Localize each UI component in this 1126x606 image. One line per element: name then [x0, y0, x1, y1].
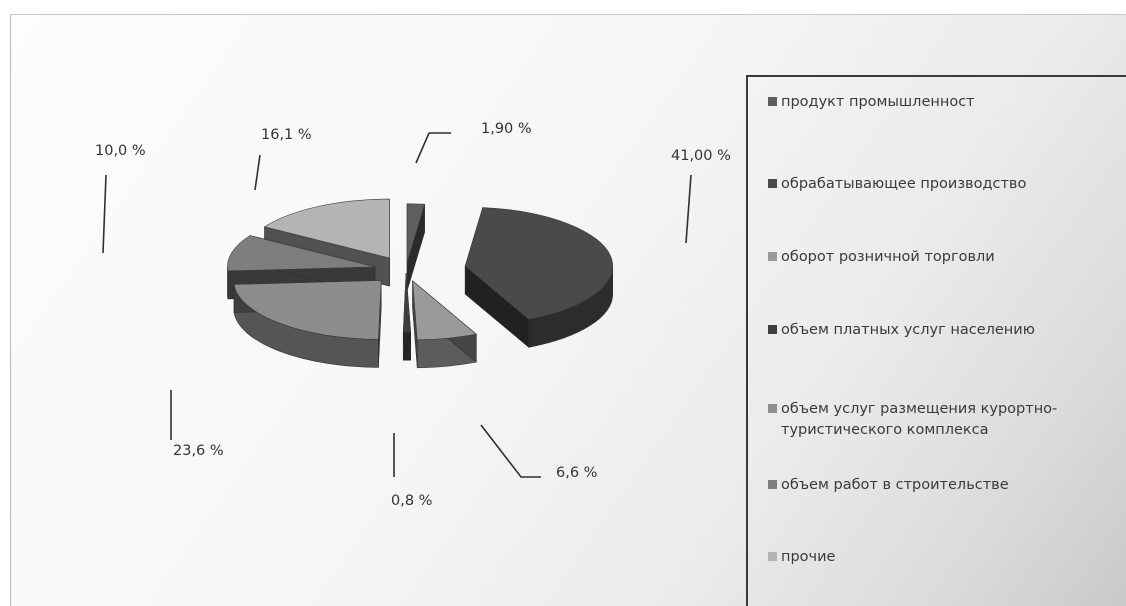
data-label: 10,0 % — [95, 143, 146, 159]
pie-slice — [234, 280, 381, 367]
data-label: 23,6 % — [173, 443, 224, 459]
legend-swatch — [768, 179, 777, 188]
leader-line — [255, 155, 260, 190]
legend-label: прочие — [768, 547, 1126, 568]
legend-swatch — [768, 404, 777, 413]
legend-swatch — [768, 552, 777, 561]
legend-item: обрабатывающее производство — [768, 174, 1126, 195]
chart-area: 1,90 % 41,00 % 6,6 % 0,8 % 23,6 % 10,0 % 16,1 … — [10, 14, 1126, 606]
legend-item: прочие — [768, 547, 1126, 568]
legend-swatch — [768, 252, 777, 261]
leader-line — [103, 175, 106, 253]
legend-item: объем работ в строительстве — [768, 475, 1126, 496]
leader-line — [686, 175, 691, 243]
data-label: 41,00 % — [671, 148, 731, 164]
data-label: 6,6 % — [556, 465, 597, 481]
leader-line — [481, 425, 541, 477]
legend-swatch — [768, 325, 777, 334]
pie-chart: 1,90 % 41,00 % 6,6 % 0,8 % 23,6 % 10,0 % 16,1 … — [11, 15, 746, 606]
pie-slice — [465, 208, 613, 348]
pie-slice — [403, 273, 410, 360]
legend-label: объем работ в строительстве — [768, 475, 1126, 496]
legend-item: оборот розничной торговли — [768, 247, 1126, 268]
legend-item: объем платных услуг населению — [768, 320, 1126, 341]
legend-swatch — [768, 480, 777, 489]
legend-label: обрабатывающее производство — [768, 174, 1126, 195]
legend-label: продукт промышленност — [768, 92, 1126, 113]
legend-item: объем услуг размещения курортно-туристич… — [768, 399, 1126, 441]
legend-label: оборот розничной торговли — [768, 247, 1126, 268]
legend-swatch — [768, 97, 777, 106]
pie-slice — [407, 204, 425, 291]
legend-label: объем услуг размещения курортно-туристич… — [768, 399, 1126, 441]
leader-line — [416, 133, 451, 163]
legend-label: объем платных услуг населению — [768, 320, 1126, 341]
data-label: 1,90 % — [481, 121, 532, 137]
legend-item: продукт промышленност — [768, 92, 1126, 113]
data-label: 16,1 % — [261, 127, 312, 143]
legend: продукт промышленност обрабатывающее прои… — [746, 75, 1126, 606]
data-label: 0,8 % — [391, 493, 432, 509]
